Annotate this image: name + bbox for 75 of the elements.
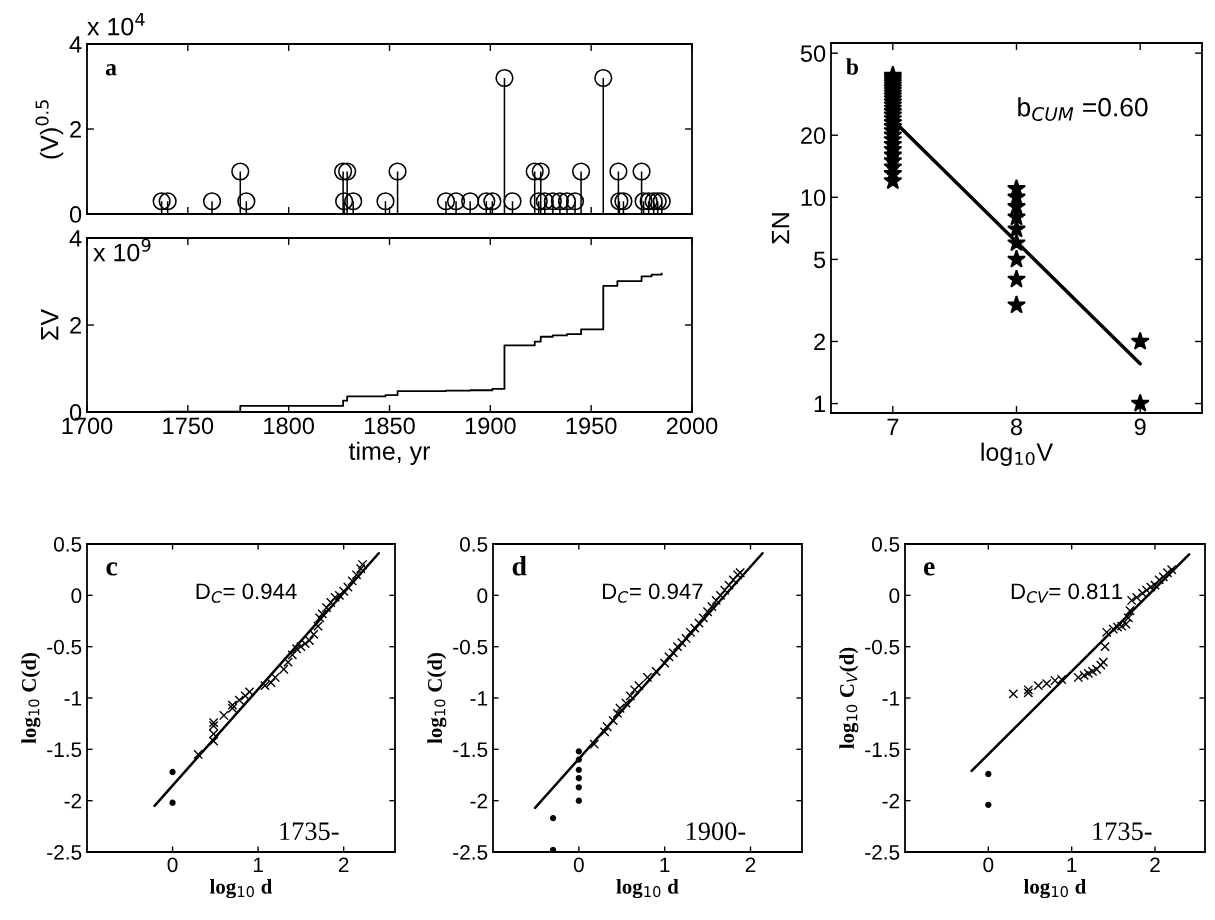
y-tick-label: 0: [71, 588, 82, 604]
y-tick-label: 0: [69, 206, 82, 223]
y-tick-label: 20: [801, 127, 826, 145]
annotation: b: [846, 58, 859, 75]
y-tick-label: -0.5: [453, 639, 488, 655]
annotation: a: [105, 64, 117, 76]
x-axis-title: log$_{10}$V: [981, 442, 1053, 466]
y-tick-label: -2: [64, 793, 82, 809]
x-tick-label: 0: [167, 857, 178, 873]
y-tick-label: -1.5: [47, 742, 82, 758]
y-tick-label: 2: [70, 317, 81, 334]
y-axis-title: ΣV: [41, 309, 59, 340]
y-tick-label: 0: [889, 588, 900, 604]
x-tick-label: 1: [253, 857, 263, 872]
annotation: d: [512, 556, 527, 576]
annotation: x 10$^{9}$: [93, 238, 151, 262]
y-tick-label: -1.5: [865, 742, 900, 758]
annotation: c: [106, 562, 118, 576]
x-axis-title: log$_{10}$ d: [616, 879, 679, 899]
y-tick-label: -0.5: [865, 639, 900, 655]
y-tick-label: -1: [882, 691, 900, 706]
y-tick-label: 1: [814, 395, 825, 413]
annotation: D$_{C}$= 0.947: [602, 583, 703, 603]
y-tick-label: 50: [800, 45, 826, 62]
x-tick-label: 8: [1010, 418, 1023, 436]
y-tick-label: -2.5: [453, 845, 488, 860]
x-tick-label: 1800: [264, 417, 315, 435]
x-tick-label: 9: [1134, 418, 1146, 436]
annotation: D$_{CV}$= 0.811: [1011, 583, 1123, 603]
annotation: 1735-: [1093, 822, 1152, 841]
annotation: 1735-: [280, 822, 339, 841]
y-tick-label: 5: [813, 251, 826, 269]
y-axis-title: log$_{10}$ C(d): [427, 653, 447, 744]
x-tick-label: 1: [660, 857, 670, 872]
annotation: b$_{CUM}$ =0.60: [1018, 97, 1148, 121]
y-tick-label: -2: [470, 793, 488, 809]
y-tick-label: 0.5: [53, 537, 82, 552]
y-tick-label: 4: [69, 230, 82, 247]
y-tick-label: -2: [882, 793, 900, 809]
x-tick-label: 2: [338, 857, 349, 872]
x-tick-label: 0: [983, 857, 994, 873]
x-tick-label: 0: [573, 857, 584, 873]
x-tick-label: 1: [1067, 857, 1077, 872]
y-tick-label: 4: [69, 36, 82, 53]
y-tick-label: -0.5: [47, 639, 82, 655]
x-tick-label: 2: [745, 857, 756, 872]
x-tick-label: 1950: [566, 417, 617, 435]
annotation: D$_{C}$= 0.944: [196, 583, 297, 603]
y-tick-label: 2: [70, 121, 81, 138]
y-tick-label: 10: [801, 189, 826, 207]
y-axis-title: ΣN: [771, 213, 790, 244]
x-tick-label: 2: [1150, 857, 1160, 872]
x-axis-title: time, yr: [348, 441, 431, 465]
text: x 10$^{4}$: [87, 12, 145, 36]
x-tick-label: 1900: [465, 417, 516, 435]
y-tick-label: -2.5: [865, 845, 900, 860]
x-axis-title: log$_{10}$ d: [1023, 879, 1087, 899]
x-tick-label: 2000: [666, 417, 718, 435]
y-tick-label: -1: [470, 691, 488, 706]
y-tick-label: 0.5: [871, 537, 900, 552]
y-tick-label: -1: [64, 691, 82, 706]
annotation: e: [923, 562, 935, 576]
x-tick-label: 7: [887, 418, 899, 435]
y-axis-title: log$_{10}$ C$_{V}$(d): [839, 647, 859, 749]
x-axis-title: log$_{10}$ d: [209, 879, 273, 899]
y-axis-title: (V)$^{0.5}$: [35, 100, 64, 159]
y-axis-title: log$_{10}$ C(d): [21, 653, 41, 744]
y-tick-label: 0: [477, 588, 488, 604]
y-tick-label: 0.5: [459, 537, 488, 552]
y-tick-label: -2.5: [47, 845, 82, 860]
y-tick-label: -1.5: [453, 742, 488, 758]
x-tick-label: 1850: [365, 417, 415, 435]
x-tick-label: 1750: [163, 417, 214, 435]
annotation: 1900-: [686, 822, 746, 841]
y-tick-label: 2: [814, 333, 825, 351]
